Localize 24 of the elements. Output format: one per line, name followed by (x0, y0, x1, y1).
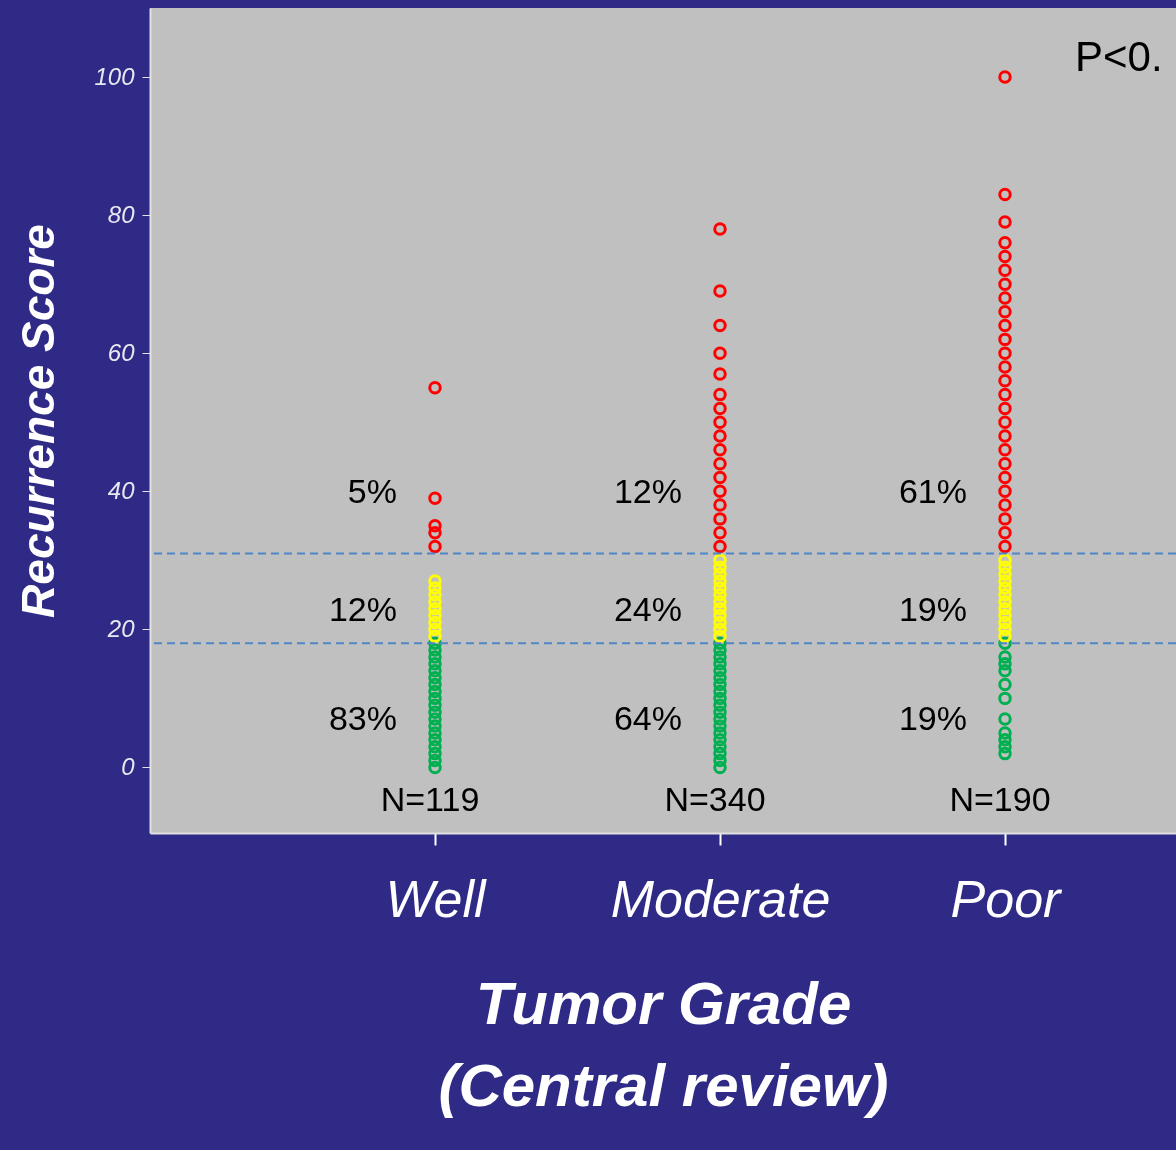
annotation: 5% (347, 472, 397, 510)
annotation: 24% (613, 590, 682, 628)
y-axis-title: Recurrence Score (12, 224, 65, 618)
annotation: 19% (898, 699, 967, 737)
x-tick-label: Poor (950, 869, 1064, 928)
x-tick-label: Moderate (610, 869, 831, 928)
annotation: 12% (328, 590, 397, 628)
y-tick-label: 100 (94, 62, 136, 90)
x-tick-label: Well (385, 869, 488, 928)
annotation: P<0. (1075, 33, 1163, 80)
annotation: N=119 (380, 780, 480, 818)
y-tick-label: 40 (107, 476, 136, 504)
annotation: N=340 (664, 780, 766, 818)
annotation: 12% (613, 472, 682, 510)
y-tick-label: 60 (107, 338, 136, 366)
annotation: 61% (898, 472, 967, 510)
annotation: N=190 (949, 780, 1051, 818)
annotation: 19% (898, 590, 967, 628)
x-axis-title: Tumor Grade (Central review) (438, 969, 889, 1119)
y-tick-label: 0 (121, 752, 136, 780)
y-tick-label: 20 (106, 614, 136, 642)
annotation: 83% (328, 699, 397, 737)
annotation: 64% (613, 699, 682, 737)
y-tick-label: 80 (107, 200, 136, 228)
